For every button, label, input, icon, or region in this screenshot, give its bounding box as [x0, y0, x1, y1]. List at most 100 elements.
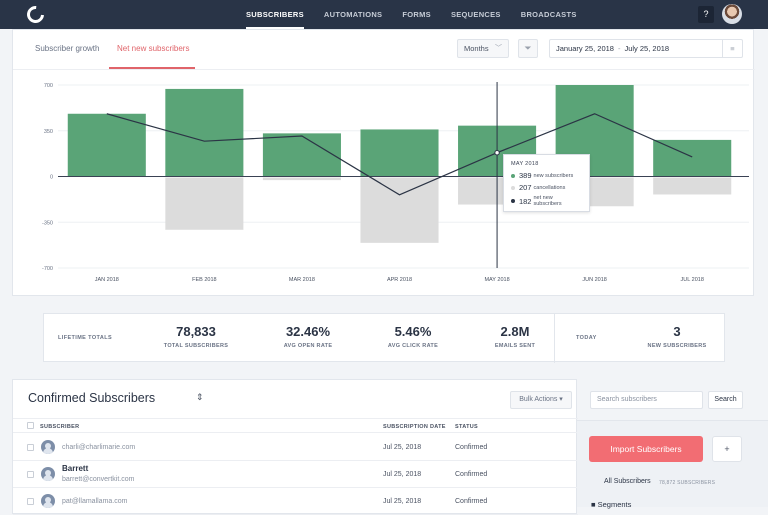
row-checkbox[interactable]: [27, 444, 34, 451]
menu-icon[interactable]: ≡: [722, 40, 742, 57]
add-button[interactable]: +: [712, 436, 742, 462]
main-nav: SUBSCRIBERS AUTOMATIONS FORMS SEQUENCES …: [246, 0, 597, 29]
tab-subscriber-growth[interactable]: Subscriber growth: [35, 44, 100, 53]
tooltip-value: 182: [518, 196, 532, 206]
subscriber-name[interactable]: Barrett: [62, 464, 89, 473]
y-tick-label: 350: [44, 129, 53, 135]
nav-automations[interactable]: AUTOMATIONS: [323, 10, 383, 19]
bar-new-subscribers: [262, 133, 341, 177]
metric-total-subscribers: 78,833 TOTAL SUBSCRIBERS: [151, 324, 241, 349]
net-new-subscribers-line: [106, 113, 693, 196]
metric-avg-open-rate: 32.46% AVG OPEN RATE: [263, 324, 353, 349]
net-subscribers-chart[interactable]: 700 350 0 -350 -700 JAN 2018 FEB 2018 MAR 2018 A…: [13, 30, 755, 297]
sort-icon[interactable]: ⇕: [196, 392, 204, 402]
divider: [554, 314, 555, 363]
period-select-value: Months: [464, 44, 489, 53]
x-tick-label: JAN 2018: [95, 277, 119, 283]
metric-today-new-subscribers: 3 NEW SUBSCRIBERS: [632, 324, 722, 349]
subscriber-avatar: [41, 467, 55, 481]
hover-point: [494, 150, 500, 156]
metric-value: 32.46%: [285, 324, 331, 339]
subscriber-status: Confirmed: [455, 498, 488, 505]
nav-sequences[interactable]: SEQUENCES: [450, 10, 501, 19]
x-tick-label: JUL 2018: [681, 277, 704, 283]
tooltip-row: 389 new subscribers: [511, 171, 582, 180]
help-button[interactable]: ?: [698, 6, 714, 23]
subscriber-email[interactable]: barrett@convertkit.com: [62, 476, 135, 483]
x-tick-label: JUN 2018: [582, 277, 606, 283]
chevron-down-icon: ﹀: [495, 45, 502, 52]
chart-card: Subscriber growth Net new subscribers Mo…: [12, 29, 755, 297]
nav-subscribers[interactable]: SUBSCRIBERS: [246, 0, 304, 29]
top-navigation: SUBSCRIBERS AUTOMATIONS FORMS SEQUENCES …: [0, 0, 768, 29]
nav-forms[interactable]: FORMS: [402, 10, 431, 19]
row-checkbox[interactable]: [27, 471, 34, 478]
subscription-date: Jul 25, 2018: [383, 471, 422, 478]
subscriber-avatar: [41, 440, 55, 454]
table-row[interactable]: pat@llamallama.com Jul 25, 2018 Confirme…: [13, 488, 578, 515]
y-tick-label: -700: [42, 266, 53, 272]
tooltip-label: cancellations: [533, 184, 566, 191]
y-tick-label: 0: [50, 175, 53, 181]
bar-cancellations: [360, 177, 439, 243]
active-tab-indicator: [109, 67, 195, 69]
metric-label: NEW SUBSCRIBERS: [647, 343, 707, 349]
x-tick-label: MAY 2018: [484, 277, 509, 283]
metric-label: AVG OPEN RATE: [283, 343, 333, 349]
metric-avg-click-rate: 5.46% AVG CLICK RATE: [368, 324, 458, 349]
subscriber-avatar: [41, 494, 55, 508]
tooltip-row: 182 net new subscribers: [511, 195, 582, 207]
metric-emails-sent: 2.8M EMAILS SENT: [470, 324, 560, 349]
table-row[interactable]: charli@charlimarie.com Jul 25, 2018 Conf…: [13, 434, 578, 461]
period-select[interactable]: Months ﹀: [457, 39, 509, 58]
tab-net-new-subscribers[interactable]: Net new subscribers: [117, 44, 190, 53]
tooltip-value: 207: [519, 183, 532, 192]
bar-cancellations: [165, 177, 244, 230]
user-avatar[interactable]: [722, 4, 742, 24]
subscriber-email[interactable]: charli@charlimarie.com: [62, 444, 136, 451]
x-tick-label: APR 2018: [387, 277, 412, 283]
series-dot-icon: [511, 199, 515, 203]
divider: [13, 69, 755, 70]
segments-label: Segments: [597, 500, 632, 509]
subscriber-status: Confirmed: [455, 471, 488, 478]
date-range-picker[interactable]: January 25, 2018- July 25, 2018 ≡: [549, 39, 743, 58]
bar-new-subscribers: [67, 113, 146, 177]
subscribers-card: Confirmed Subscribers ⇕ Bulk Actions ▾ S…: [12, 379, 578, 515]
subscriber-email[interactable]: pat@llamallama.com: [62, 498, 128, 505]
convertkit-logo-icon[interactable]: [23, 2, 48, 27]
metric-label: TOTAL SUBSCRIBERS: [163, 343, 229, 349]
search-button[interactable]: Search: [708, 391, 743, 409]
bulk-actions-button[interactable]: Bulk Actions ▾: [510, 391, 572, 409]
column-status[interactable]: STATUS: [455, 424, 478, 430]
series-dot-icon: [511, 173, 515, 178]
metric-label: AVG CLICK RATE: [387, 343, 439, 349]
tooltip-title: MAY 2018: [511, 161, 539, 167]
sidebar-panel: [577, 420, 768, 507]
search-input[interactable]: Search subscribers: [590, 391, 703, 409]
x-tick-label: FEB 2018: [192, 277, 216, 283]
nav-broadcasts[interactable]: BROADCASTS: [520, 10, 577, 19]
tooltip-row: 207 cancellations: [511, 183, 582, 192]
chart-tooltip: MAY 2018 389 new subscribers 207 cancellat…: [503, 154, 590, 212]
column-subscription-date[interactable]: SUBSCRIPTION DATE: [383, 424, 446, 430]
today-label: TODAY: [576, 335, 597, 341]
metric-value: 2.8M: [500, 324, 530, 339]
tooltip-label: net new subscribers: [533, 195, 562, 207]
metric-label: EMAILS SENT: [494, 343, 536, 349]
date-separator: -: [617, 44, 621, 53]
select-all-checkbox[interactable]: [27, 422, 34, 429]
row-checkbox[interactable]: [27, 498, 34, 505]
import-subscribers-button[interactable]: Import Subscribers: [589, 436, 703, 462]
subscriber-status: Confirmed: [455, 444, 488, 451]
segments-link[interactable]: ■ Segments: [591, 500, 632, 509]
y-tick-label: 700: [44, 83, 53, 89]
filter-button[interactable]: ⏷: [518, 39, 538, 58]
all-subscribers-count: 78,872 SUBSCRIBERS: [659, 480, 716, 486]
column-subscriber[interactable]: SUBSCRIBER: [40, 424, 80, 430]
date-from: January 25, 2018: [556, 44, 614, 53]
subscribers-title: Confirmed Subscribers: [28, 391, 156, 405]
all-subscribers-link[interactable]: All Subscribers: [604, 478, 651, 485]
tooltip-label: new subscribers: [533, 172, 574, 179]
table-row[interactable]: Barrett barrett@convertkit.com Jul 25, 2…: [13, 461, 578, 488]
